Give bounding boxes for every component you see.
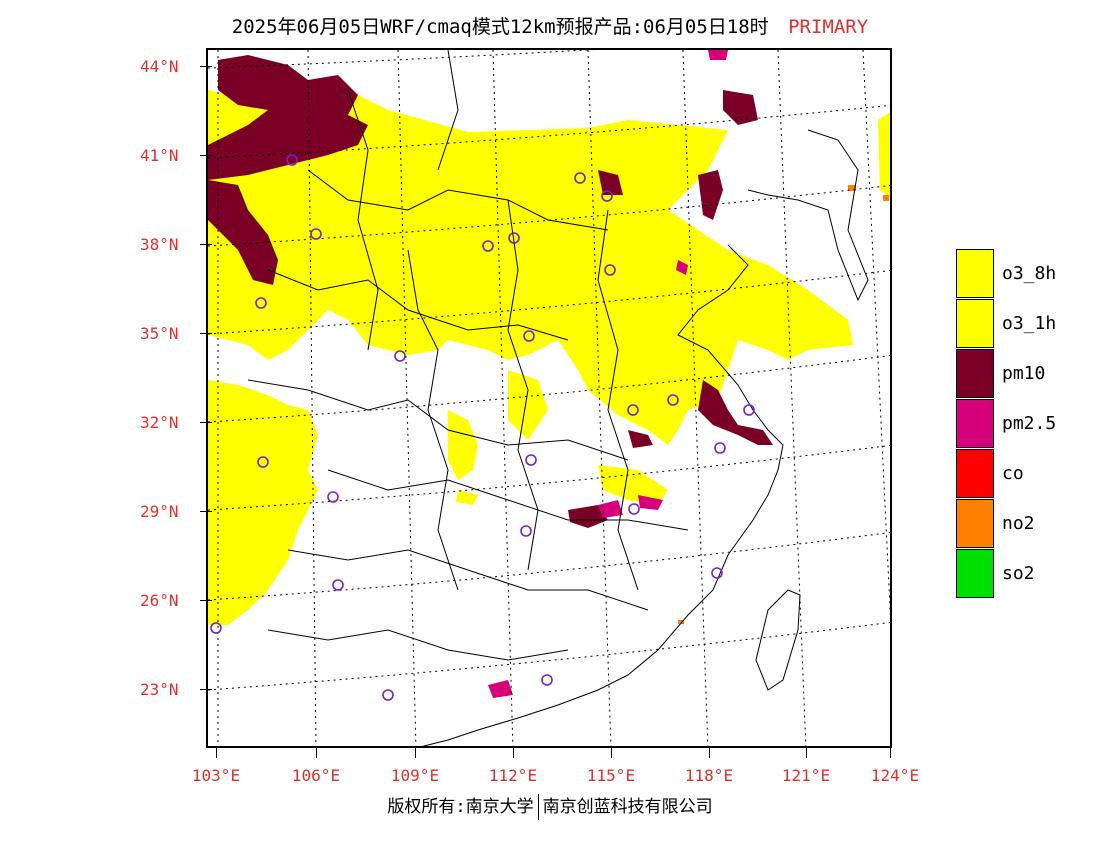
lat-tick <box>200 333 212 334</box>
lat-label-32: 32°N <box>140 413 179 432</box>
lon-label-118: 118°E <box>684 766 734 785</box>
lon-tick <box>806 746 807 758</box>
legend-label: co <box>1002 463 1024 484</box>
lat-label-26: 26°N <box>140 591 179 610</box>
copyright-left: 版权所有:南京大学 <box>387 797 534 817</box>
lat-label-44: 44°N <box>140 57 179 76</box>
boundaries <box>247 50 869 746</box>
legend-label: o3_1h <box>1002 313 1057 334</box>
lon-tick <box>611 746 612 758</box>
lon-tick <box>709 746 710 758</box>
o3-regions <box>208 80 890 625</box>
lat-tick <box>200 422 212 423</box>
legend-swatch <box>956 499 994 548</box>
lat-label-41: 41°N <box>140 146 179 165</box>
lat-label-35: 35°N <box>140 324 179 343</box>
lat-tick <box>200 244 212 245</box>
lon-tick <box>415 746 416 758</box>
legend-swatch <box>956 349 994 398</box>
lon-tick <box>216 746 217 758</box>
lat-label-38: 38°N <box>140 235 179 254</box>
lon-label-106: 106°E <box>291 766 341 785</box>
legend-label: pm2.5 <box>1002 413 1057 434</box>
lon-label-103: 103°E <box>191 766 241 785</box>
legend-label: no2 <box>1002 513 1035 534</box>
lon-label-112: 112°E <box>488 766 538 785</box>
legend-label: so2 <box>1002 563 1035 584</box>
legend-swatch <box>956 399 994 448</box>
copyright-right: 南京创蓝科技有限公司 <box>542 797 713 817</box>
legend-swatch <box>956 249 994 298</box>
title-text: 2025年06月05日WRF/cmaq模式12km预报产品:06月05日18时 <box>231 16 769 38</box>
map-title: 2025年06月05日WRF/cmaq模式12km预报产品:06月05日18时 … <box>0 12 1100 39</box>
lon-tick <box>890 746 891 758</box>
legend-swatch <box>956 449 994 498</box>
lat-label-29: 29°N <box>140 502 179 521</box>
lat-tick <box>200 511 212 512</box>
lon-tick <box>513 746 514 758</box>
legend-swatch <box>956 549 994 598</box>
lon-label-121: 121°E <box>781 766 831 785</box>
pollution-map <box>208 50 890 746</box>
lat-tick <box>200 600 212 601</box>
no2-regions <box>678 185 889 624</box>
legend-swatch <box>956 299 994 348</box>
lon-label-124: 124°E <box>870 766 920 785</box>
lon-tick <box>316 746 317 758</box>
lat-label-23: 23°N <box>140 680 179 699</box>
pm25-regions <box>488 50 728 698</box>
lat-tick <box>200 66 212 67</box>
primary-tag: PRIMARY <box>788 16 869 38</box>
lat-tick <box>200 155 212 156</box>
station-markers <box>210 154 755 701</box>
graticule <box>208 50 890 746</box>
legend-label: o3_8h <box>1002 263 1057 284</box>
pm10-regions <box>208 55 773 528</box>
lon-label-109: 109°E <box>390 766 440 785</box>
copyright-footer: 版权所有:南京大学 南京创蓝科技有限公司 <box>0 792 1100 820</box>
legend-label: pm10 <box>1002 363 1046 384</box>
map-area <box>206 48 892 748</box>
footer-divider <box>537 794 539 820</box>
lat-tick <box>200 689 212 690</box>
lon-label-115: 115°E <box>586 766 636 785</box>
